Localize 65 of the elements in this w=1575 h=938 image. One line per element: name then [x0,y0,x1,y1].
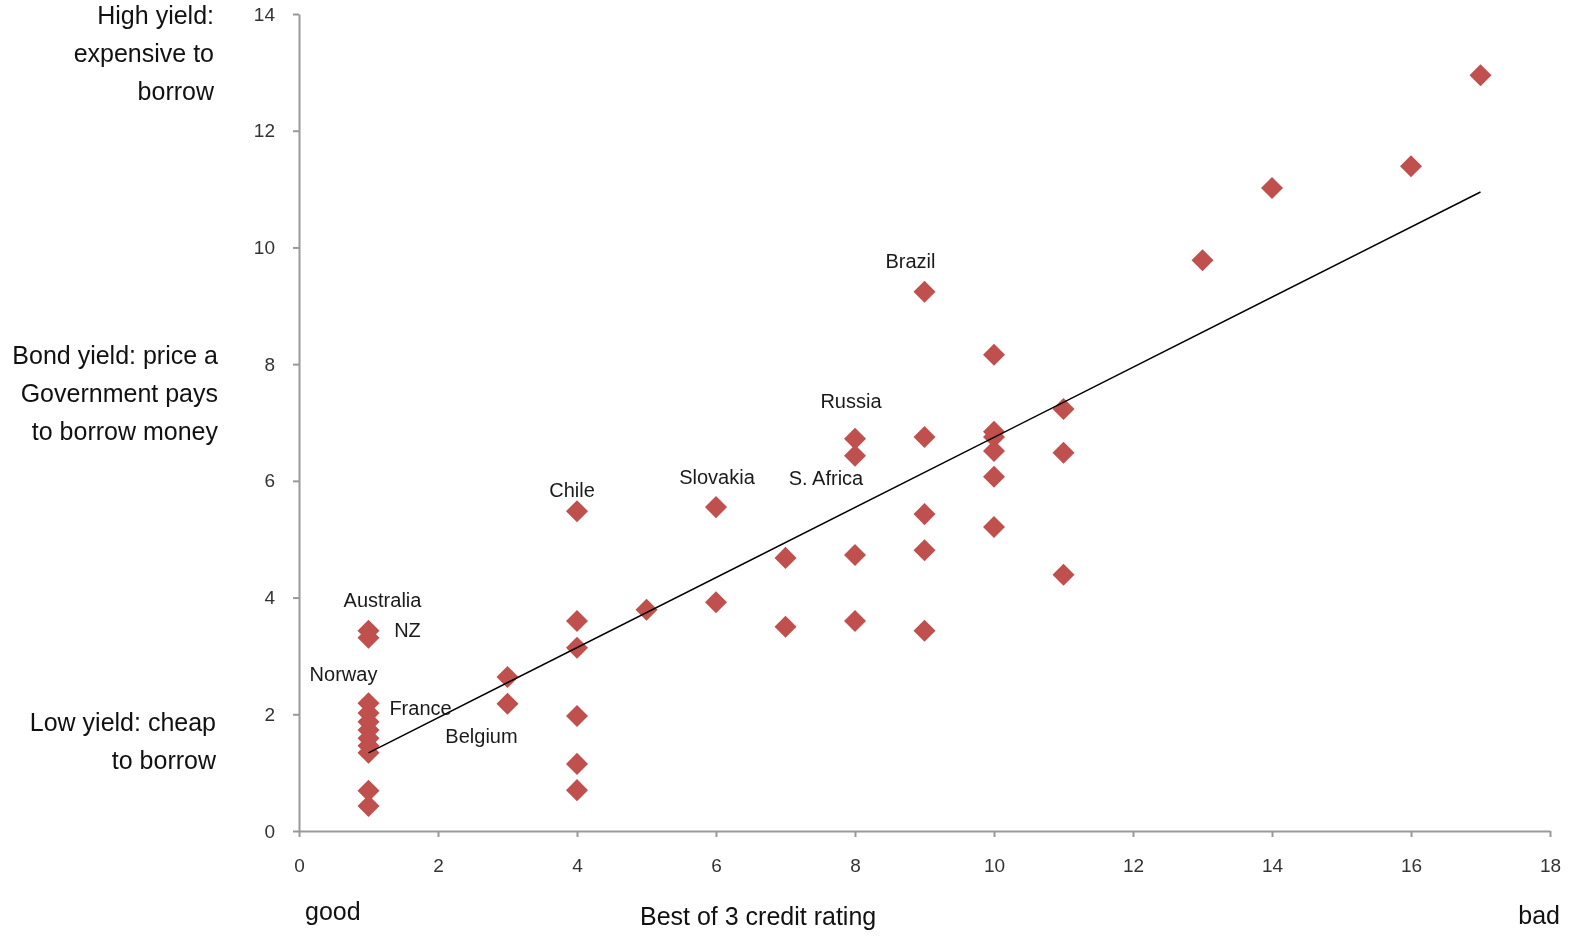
annotation: S. Africa [788,466,865,489]
x-tick-label: 18 [1539,855,1562,877]
text: High yield: expensive to borrow [73,1,215,105]
y-tick-label: 0 [264,820,275,842]
point [982,343,1006,366]
point [1191,249,1214,272]
x-tick-label: 2 [433,855,444,877]
annotation: Belgium [445,724,518,747]
y-axis-title: Bond yield: price a Government pays to borrow money [12,341,219,445]
x-axis-title: Best of 3 credit rating [640,902,877,930]
x-tick-label: 4 [572,855,584,877]
point [1052,563,1075,586]
point [565,636,589,659]
y-tick-label: 8 [264,353,275,375]
x-tick-label: 16 [1400,855,1423,877]
point [913,426,936,449]
point [496,692,519,715]
point [1052,398,1075,421]
x-tick-label: 8 [850,855,861,877]
y-tick-label: 4 [264,587,276,609]
y-tick-label: 6 [264,470,275,492]
point [913,280,936,303]
point [565,705,589,728]
y-tick-label: 12 [253,120,275,142]
point [913,539,936,562]
point [704,496,728,519]
x-tick-label: 10 [983,855,1006,877]
point [982,515,1006,538]
point [565,500,589,523]
point [1399,155,1423,178]
point [843,427,867,450]
x-tick-label: 0 [294,855,305,877]
point [565,609,589,632]
point [913,619,936,642]
annotation: Norway [309,663,378,686]
text: bad [1518,901,1560,929]
x-tick-label: 14 [1261,855,1284,877]
text: Low yield: cheap to borrow [29,708,217,774]
annotation: Australia [343,588,423,611]
y-tick-label: 10 [253,237,275,259]
y-tick-label: 14 [253,3,276,25]
annotation: Slovakia [679,466,756,489]
point [913,503,936,526]
annotation: Chile [549,479,595,502]
annotation: France [389,697,452,720]
point [1469,64,1492,87]
point [843,543,867,566]
point [1260,176,1284,199]
y-tick-label: 2 [264,703,275,725]
annotation: Brazil [885,249,936,272]
text: good [305,897,361,925]
point [565,752,589,775]
annotation: Russia [820,389,883,412]
x-tick-label: 6 [711,855,722,877]
point [635,598,658,621]
point [774,615,797,638]
point [704,591,728,614]
annotation: NZ [394,618,421,641]
x-tick-label: 12 [1122,855,1145,877]
point [774,546,797,569]
point [843,609,867,632]
point [1052,441,1075,464]
point [843,444,867,467]
point [565,779,589,802]
point [982,465,1006,488]
